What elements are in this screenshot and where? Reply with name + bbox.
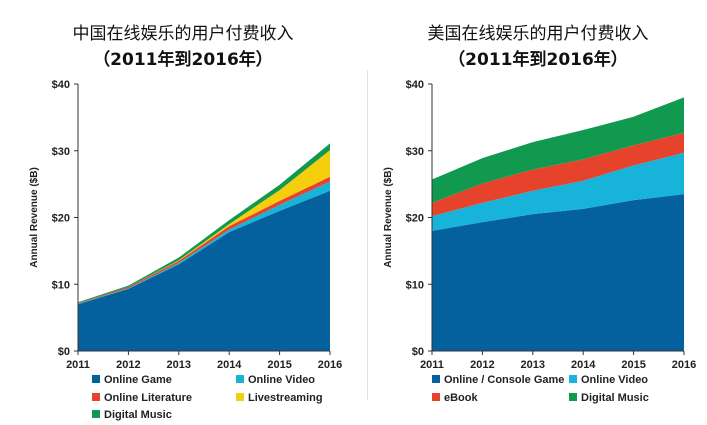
legend-label: Digital Music: [581, 392, 649, 404]
chart-subtitle: （2011年到2016年）: [448, 49, 628, 70]
legend-item: Online Video: [569, 374, 648, 386]
area-series-digital-music: [432, 97, 684, 203]
legend-swatch: [92, 393, 100, 401]
y-tick-label: $40: [406, 79, 424, 91]
legend-swatch: [432, 375, 440, 383]
area-series-online-console-game: [432, 194, 684, 351]
legend-label: eBook: [444, 392, 479, 404]
x-tick-label: 2016: [672, 359, 696, 371]
legend-swatch: [569, 375, 577, 383]
y-tick-label: $30: [52, 146, 70, 158]
legend-item: Digital Music: [569, 392, 649, 404]
chart-subtitle: （2011年到2016年）: [93, 49, 273, 70]
area-series-ebook: [432, 132, 684, 217]
legend-swatch: [236, 375, 244, 383]
x-tick-label: 2012: [470, 359, 494, 371]
x-tick-label: 2014: [571, 359, 596, 371]
legend-item: Digital Music: [92, 409, 172, 421]
area-series-online-video: [432, 152, 684, 231]
x-tick-label: 2011: [66, 359, 90, 371]
y-tick-label: $10: [406, 279, 424, 291]
legend-label: Online / Console Game: [444, 374, 564, 386]
legend-label: Online Video: [248, 374, 315, 386]
y-tick-label: $20: [406, 213, 424, 225]
legend-swatch: [92, 375, 100, 383]
legend-label: Online Literature: [104, 392, 192, 404]
y-tick-label: $0: [58, 346, 70, 358]
chart-title: 美国在线娱乐的用户付费收入: [428, 24, 649, 44]
legend-label: Online Video: [581, 374, 648, 386]
legend-item: eBook: [432, 392, 479, 404]
y-tick-label: $0: [412, 346, 424, 358]
x-tick-label: 2016: [318, 359, 342, 371]
legend-swatch: [92, 410, 100, 418]
legend-label: Livestreaming: [248, 392, 323, 404]
legend-label: Online Game: [104, 374, 172, 386]
legend-swatch: [236, 393, 244, 401]
y-tick-label: $10: [52, 279, 70, 291]
y-tick-label: $40: [52, 79, 70, 91]
x-tick-label: 2011: [420, 359, 444, 371]
legend-item: Online Video: [236, 374, 315, 386]
area-series-online-video: [78, 181, 330, 305]
x-tick-label: 2015: [267, 359, 291, 371]
y-tick-label: $30: [406, 146, 424, 158]
chart-title: 中国在线娱乐的用户付费收入: [73, 24, 294, 44]
y-axis-label: Annual Revenue ($B): [29, 167, 40, 268]
legend-item: Online Literature: [92, 392, 192, 404]
legend-swatch: [569, 393, 577, 401]
x-tick-label: 2015: [621, 359, 645, 371]
chart-panel-2: 美国在线娱乐的用户付费收入 （2011年到2016年） $0 $10 $20 $30 $40…: [383, 24, 696, 404]
legend-item: Livestreaming: [236, 392, 323, 404]
legend-item: Online / Console Game: [432, 374, 564, 386]
area-series-online-game: [78, 190, 330, 351]
y-axis-label: Annual Revenue ($B): [383, 167, 394, 268]
legend-label: Digital Music: [104, 409, 172, 421]
x-tick-label: 2012: [116, 359, 140, 371]
panel-divider: [367, 70, 368, 400]
area-series-online-literature: [78, 176, 330, 304]
legend-swatch: [432, 393, 440, 401]
chart-panel-1: 中国在线娱乐的用户付费收入 （2011年到2016年） $0 $10 $20 $30 $40…: [29, 24, 342, 421]
legend-item: Online Game: [92, 374, 172, 386]
x-tick-label: 2013: [167, 359, 191, 371]
x-tick-label: 2014: [217, 359, 242, 371]
x-tick-label: 2013: [521, 359, 545, 371]
y-tick-label: $20: [52, 213, 70, 225]
